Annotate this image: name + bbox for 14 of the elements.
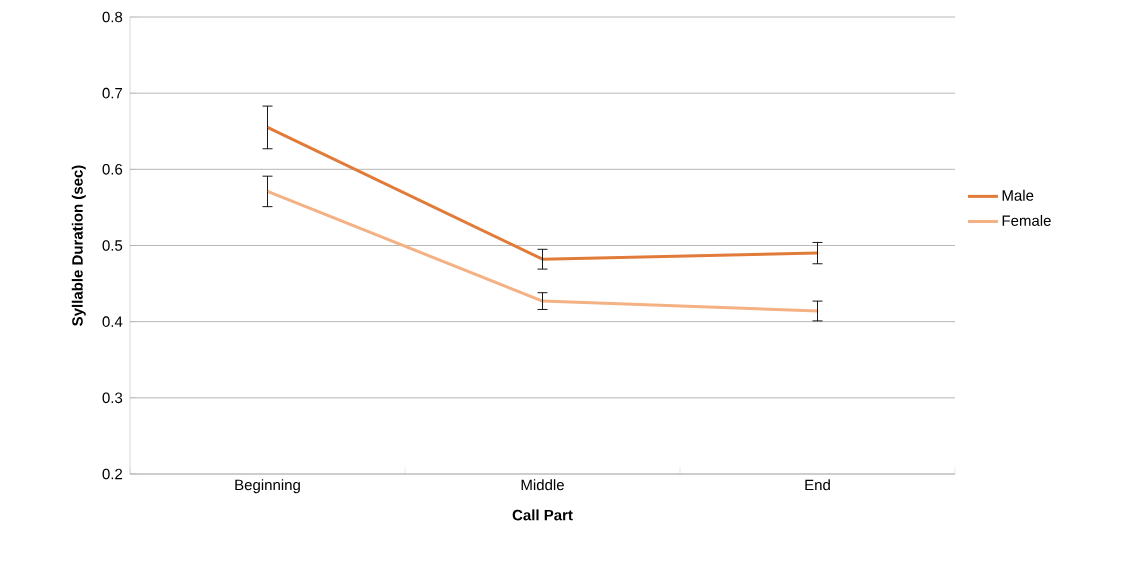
x-tick-label: Beginning [235,479,300,494]
y-tick-label: 0.7 [102,87,123,99]
y-tick-label: 0.3 [102,392,123,404]
y-tick-label: 0.4 [102,316,123,327]
y-axis-title: Syllable Duration (sec) [71,165,86,326]
y-tick-label: 0.6 [102,164,123,175]
x-tick-label: End [805,479,830,491]
x-tick-label: Middle [521,479,564,491]
legend-label: Female [1002,214,1051,226]
y-tick-label: 0.8 [102,11,123,23]
y-tick-label: 0.2 [102,468,123,480]
legend-label: Male [1002,189,1034,201]
x-axis-title: Call Part [512,509,573,521]
y-tick-label: 0.5 [102,240,123,251]
